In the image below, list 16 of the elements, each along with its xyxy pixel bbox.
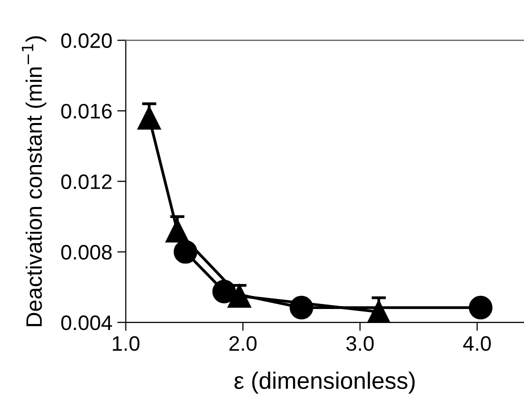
point [366, 300, 391, 322]
point [468, 296, 492, 320]
x-axis-title: ε (dimensionless) [234, 372, 415, 394]
x-tick-label: 1.0 [112, 336, 140, 351]
point [228, 284, 252, 308]
y-axis-title: Deactivation constant (min$^{−1}$) [22, 36, 46, 326]
y-tick-label: 0.004 [61, 315, 112, 330]
point [137, 106, 161, 130]
y-tick-label: 0.012 [61, 174, 112, 190]
y-tick-label: 0.020 [61, 33, 112, 48]
x-tick-label: 3.0 [346, 336, 374, 351]
x-tick-label: 2.0 [229, 336, 257, 351]
y-tick-label: 0.008 [61, 244, 112, 260]
y-tick-label: 0.016 [61, 104, 112, 119]
x-tick-label: 4.0 [463, 336, 491, 351]
point [165, 218, 190, 243]
